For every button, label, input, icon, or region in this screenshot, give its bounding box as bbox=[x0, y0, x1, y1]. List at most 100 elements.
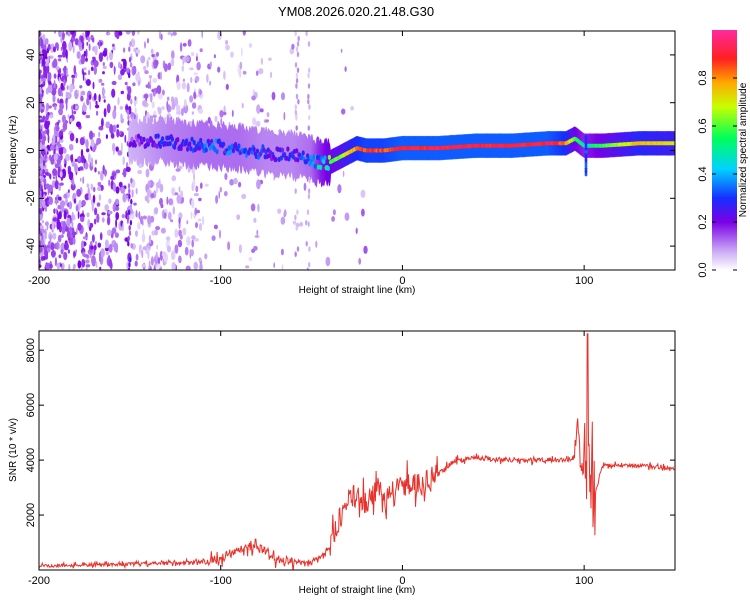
spectrogram-cell bbox=[127, 86, 132, 95]
spectrogram-cell bbox=[80, 56, 85, 65]
spectrogram-cell bbox=[73, 103, 76, 110]
spectrogram-cell bbox=[123, 58, 127, 69]
colorbar-tick-label: 0.4 bbox=[697, 166, 709, 181]
spectrogram-cell bbox=[68, 238, 74, 246]
spectrogram-cell bbox=[295, 77, 299, 84]
spectrogram-cell bbox=[111, 227, 117, 234]
spectrogram-cell bbox=[133, 65, 137, 75]
spectrogram-cell bbox=[130, 177, 133, 184]
spectrogram-cell bbox=[68, 263, 71, 270]
spectrogram-cell bbox=[79, 177, 82, 182]
spectrogram-cell bbox=[144, 41, 146, 49]
spectrogram-cell bbox=[307, 41, 311, 47]
snr-frame bbox=[38, 330, 676, 571]
spectrogram-cell bbox=[82, 71, 85, 81]
spectrogram-cell bbox=[76, 51, 81, 60]
spectrogram-cell bbox=[60, 73, 65, 77]
spectrogram-cell bbox=[60, 139, 64, 143]
spectrogram-cell bbox=[138, 211, 141, 220]
snr-x-ticks: -200 -100 0 100 bbox=[28, 331, 593, 587]
spectrogram-cell bbox=[125, 166, 131, 172]
spectrogram-cell bbox=[60, 200, 66, 208]
spectrogram-cell bbox=[104, 204, 109, 212]
spectrogram-cell bbox=[129, 256, 132, 263]
spectrogram-cell bbox=[127, 214, 130, 221]
spectrogram-cell bbox=[148, 234, 152, 245]
spectrogram-cell bbox=[237, 143, 241, 149]
spectrogram-cell bbox=[162, 89, 165, 96]
spectrogram-cell bbox=[113, 67, 116, 73]
spectrogram-cell bbox=[93, 244, 97, 251]
spectrogram-cell bbox=[98, 52, 103, 63]
spectrogram-cell bbox=[313, 163, 317, 169]
spectrogram-cell bbox=[116, 128, 120, 138]
spectrogram-cell bbox=[102, 95, 106, 99]
spectrogram-cell bbox=[156, 85, 162, 95]
spectrogram-cell bbox=[39, 75, 44, 79]
spectrogram-cell bbox=[85, 114, 91, 119]
spectrogram-cell bbox=[94, 104, 100, 109]
spectrogram-cell bbox=[584, 140, 588, 145]
spectrogram-cell bbox=[54, 180, 59, 190]
spectrogram-cell bbox=[97, 242, 102, 248]
spectrogram-cell bbox=[234, 141, 238, 148]
spectrogram-cell bbox=[55, 66, 60, 71]
spectrogram-cell bbox=[72, 231, 77, 236]
spectrogram-cell bbox=[277, 208, 282, 214]
spectrogram-cell bbox=[95, 100, 98, 105]
spectrogram-cell bbox=[584, 138, 588, 142]
spectrogram-cell bbox=[170, 219, 174, 223]
spectrogram-cell bbox=[123, 192, 126, 201]
spectrogram-cell bbox=[163, 63, 168, 72]
spectrogram-cell bbox=[45, 205, 47, 212]
spectrogram-cell bbox=[117, 74, 123, 81]
spectrogram-cell bbox=[58, 211, 62, 220]
spectrogram-cell bbox=[192, 139, 196, 146]
spectrogram-cell bbox=[98, 94, 101, 103]
spectrogram-cell bbox=[59, 182, 64, 186]
spectrogram-cell bbox=[39, 198, 43, 208]
spectrogram-cell bbox=[58, 76, 61, 83]
spectrogram-cell bbox=[294, 62, 298, 68]
spectrogram-cell bbox=[185, 138, 189, 144]
spectrogram-cell bbox=[122, 222, 124, 232]
spectrogram-cell bbox=[59, 102, 64, 110]
spectrogram-cell bbox=[127, 267, 131, 270]
spectrogram-cell bbox=[584, 172, 588, 177]
spectrogram-cell bbox=[87, 219, 91, 228]
spectrogram-cell bbox=[198, 222, 203, 231]
spectrogram-cell bbox=[62, 50, 66, 58]
spectrogram-cell bbox=[211, 235, 216, 241]
spectrogram-cell bbox=[307, 193, 311, 200]
spectrogram-cell bbox=[222, 141, 226, 147]
spectrogram-cell bbox=[61, 168, 67, 179]
spectrogram-cell bbox=[105, 121, 111, 129]
spectrogram-cell bbox=[87, 36, 91, 43]
spectrogram-cell bbox=[69, 118, 73, 123]
spectrogram-cell bbox=[191, 102, 197, 109]
spectrogram-cell bbox=[209, 80, 212, 86]
spectrogram-cell bbox=[150, 215, 155, 223]
spectrogram-cell bbox=[71, 74, 76, 79]
spectrogram-cell bbox=[63, 79, 66, 87]
spectrogram-cell bbox=[81, 258, 86, 268]
spectrogram-cell bbox=[190, 211, 193, 220]
spectrogram-cell bbox=[55, 42, 59, 49]
spectrogram-cell bbox=[85, 57, 88, 62]
spectrogram-cell bbox=[171, 50, 175, 60]
spectrogram-cell bbox=[109, 51, 113, 61]
spectrogram-cell bbox=[227, 241, 231, 251]
spectrogram-cell bbox=[119, 130, 122, 135]
spectrogram-cell bbox=[584, 146, 588, 151]
spectrogram-cell bbox=[198, 108, 204, 114]
spectrogram-cell bbox=[154, 207, 159, 215]
spectrogram-cell bbox=[70, 182, 76, 191]
spectrogram-cell bbox=[65, 49, 68, 59]
spectrogram-cell bbox=[97, 170, 100, 175]
spectrogram-cell bbox=[217, 138, 221, 144]
spectrogram-cell bbox=[360, 189, 366, 198]
spectrogram-cell bbox=[57, 54, 63, 58]
spectrogram-cell bbox=[296, 51, 300, 58]
spectrogram-cell bbox=[172, 57, 174, 67]
